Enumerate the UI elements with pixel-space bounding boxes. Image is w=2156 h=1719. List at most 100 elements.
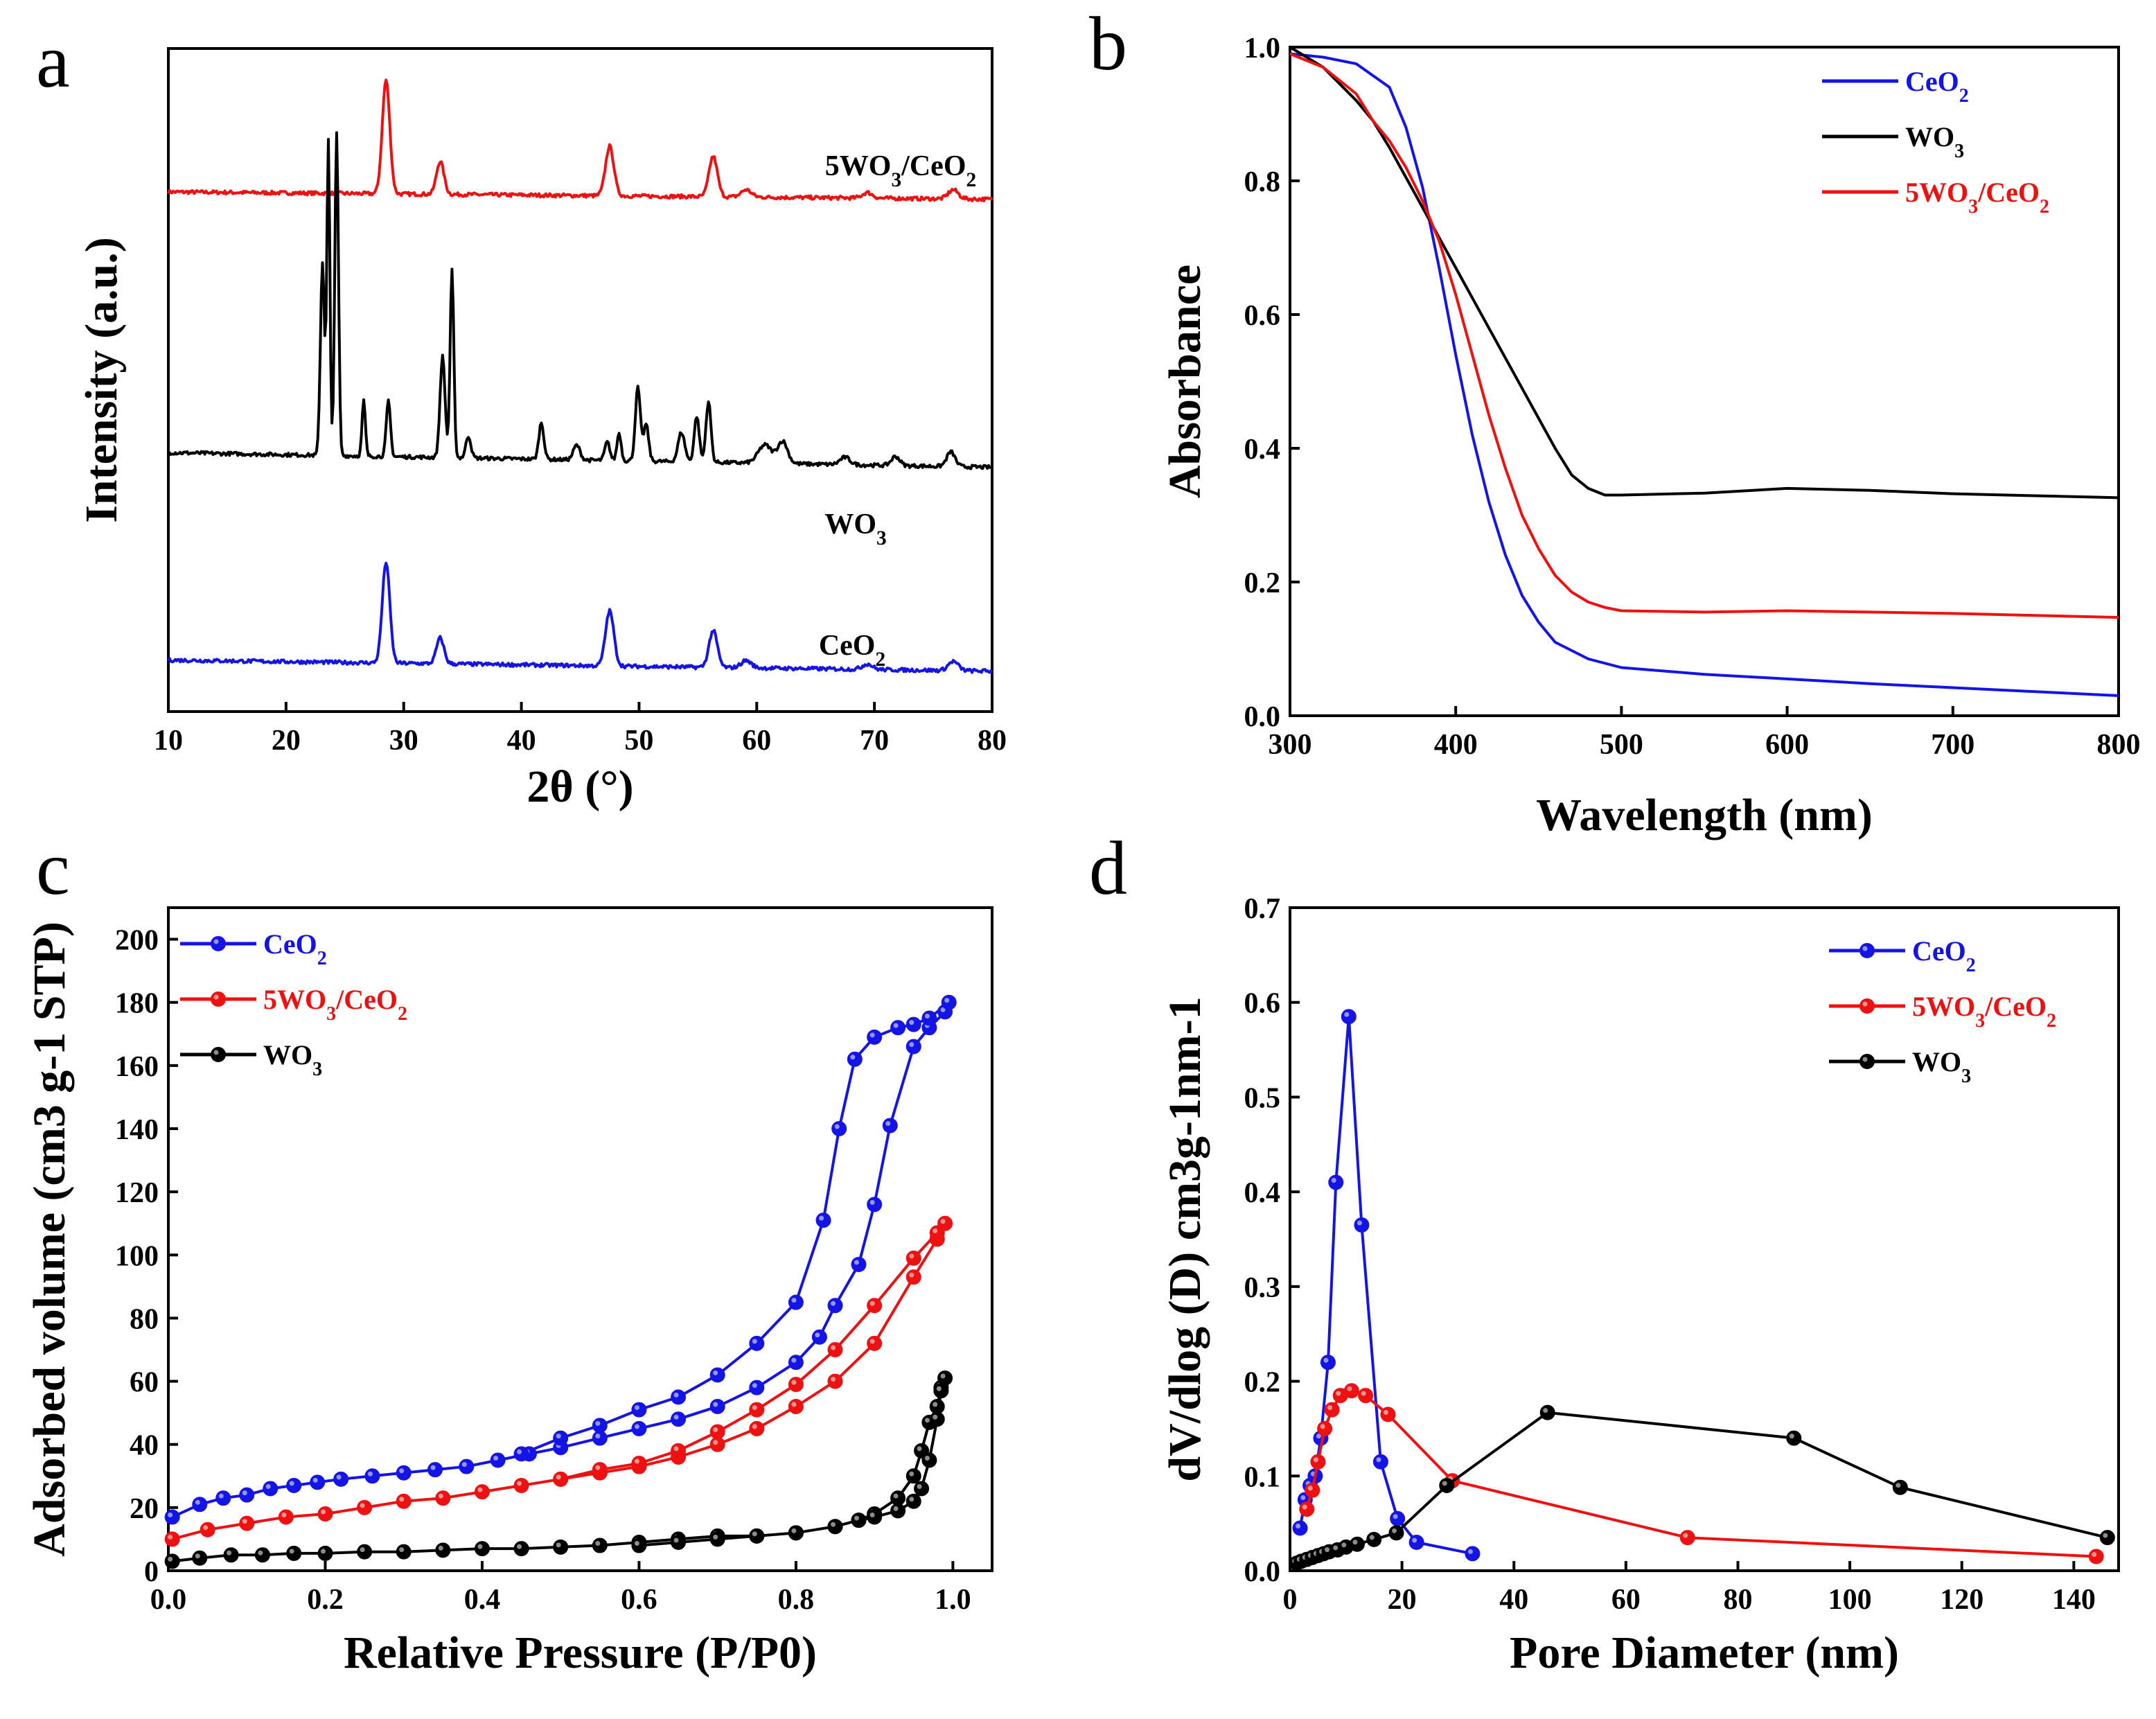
isotherm-1-point [474,1484,490,1500]
pore-1-point [1317,1420,1333,1436]
x-tick-label: 20 [272,725,301,757]
isotherm-0-point-highlight [673,1414,679,1420]
pore-1-point-highlight [1383,1409,1388,1415]
isotherm-0-point [513,1446,529,1462]
y-tick-label: 0.2 [1244,567,1281,599]
isotherm-0-point [333,1471,349,1487]
isotherm-2-point-highlight [936,1386,942,1391]
legend-marker-point [211,991,226,1007]
isotherm-0-point [941,994,957,1010]
pore-0-point [1372,1454,1388,1470]
isotherm-2-point [914,1481,930,1497]
isotherm-1-point [788,1377,804,1393]
pore-0-point [1354,1217,1370,1233]
xrd-line-1 [167,131,993,470]
isotherm-2-point-highlight [258,1550,263,1555]
isotherm-2-point-highlight [869,1513,875,1518]
pore-1-point [2088,1549,2104,1564]
isotherm-2-point-highlight [924,1456,930,1461]
isotherm-2-point [513,1541,529,1557]
y-tick-label: 180 [115,988,159,1020]
pore-1-point-highlight [1347,1386,1352,1391]
uvvis-line-1 [1289,46,2119,500]
panel-letter-a: a [36,19,70,103]
y-tick-label: 40 [130,1430,159,1462]
isotherm-0-point [905,1016,921,1032]
isotherm-0-point-highlight [752,1339,757,1344]
isotherm-0-point-highlight [885,1120,891,1126]
legend-label-part: /CeO [1977,177,2040,208]
isotherm-0-point [905,1039,921,1055]
isotherm-0-point [364,1468,380,1484]
isotherm-1-point [788,1399,804,1415]
legend-marker-point-highlight [213,1050,219,1055]
isotherm-2-point [631,1537,647,1553]
pore-1-point-highlight [1307,1486,1313,1491]
isotherm-1-point-highlight [634,1458,639,1464]
panel-d-pore-distribution: 0 20 40 60 80 100 120 140 0.0 0.1 0.2 0.3 0.4 0.5 0.6 0… [1160,893,2120,1678]
y-tick-label: 0.8 [1244,166,1281,198]
isotherm-1-point-highlight [940,1219,946,1224]
isotherm-1-point-highlight [477,1487,483,1492]
x-axis-title: Wavelength (nm) [1536,790,1873,840]
isotherm-2-point-highlight [289,1549,294,1554]
pore-0-point [1408,1534,1424,1550]
isotherm-0-point-highlight [168,1513,173,1518]
series-label: WO3 [824,509,886,549]
isotherm-2-point [890,1490,906,1506]
x-tick-label: 0.8 [778,1584,815,1616]
isotherm-1-point [513,1477,529,1493]
pore-2-point [1892,1479,1908,1495]
isotherm-1-point-highlight [556,1474,561,1480]
legend-label-part: CeO [1912,935,1966,967]
isotherm-1-point-highlight [242,1519,247,1524]
isotherm-1-point [749,1402,765,1418]
pore-1-point [1305,1482,1320,1498]
isotherm-0-point-highlight [854,1260,859,1265]
pore-0-point-highlight [1331,1177,1336,1183]
isotherm-1-point-highlight [673,1446,679,1452]
isotherm-2-point-highlight [517,1544,522,1549]
isotherm-0-point-highlight [634,1405,639,1411]
isotherm-0-point-highlight [218,1493,224,1499]
pore-2-point-highlight [1543,1408,1548,1413]
pore-2-point [1539,1404,1555,1420]
pore-1-point-highlight [1320,1424,1325,1429]
isotherm-1-point-highlight [713,1440,718,1445]
isotherm-1-point-highlight [713,1427,718,1432]
series-label-part: 2 [966,169,976,191]
isotherm-2-point-highlight [595,1541,601,1546]
y-tick-label: 0.7 [1244,893,1281,925]
x-axis-title: Relative Pressure (P/P0) [344,1628,817,1678]
isotherm-1-point-highlight [869,1339,875,1344]
isotherm-0-point-highlight [399,1468,405,1474]
isotherm-0-point [631,1402,647,1418]
isotherm-2-point-highlight [893,1493,899,1499]
isotherm-0-point-highlight [869,1199,875,1205]
series-label-part: 2 [875,649,885,671]
x-tick-label: 20 [1388,1584,1417,1616]
isotherm-1-point-highlight [831,1377,836,1382]
legend-marker-point-highlight [1862,946,1868,951]
isotherm-1-point-highlight [399,1497,405,1502]
isotherm-0-point-highlight [869,1032,875,1038]
series-label: 5WO3/CeO2 [825,150,976,191]
y-tick-label: 140 [115,1114,159,1146]
isotherm-1-point-highlight [869,1301,875,1306]
isotherm-1-point [867,1335,883,1351]
isotherm-0-point [592,1418,608,1434]
isotherm-0-point-highlight [791,1298,797,1303]
series-label-part: 5WO [825,150,892,182]
x-tick-label: 0.0 [150,1584,187,1616]
isotherm-1-point [278,1509,294,1525]
y-tick-label: 80 [130,1303,159,1335]
isotherm-0-point-highlight [595,1420,601,1426]
isotherm-2-point-highlight [909,1497,914,1502]
y-tick-label: 0.2 [1244,1367,1281,1399]
isotherm-2-point [396,1544,412,1560]
pore-1-point [1358,1388,1374,1404]
x-tick-label: 600 [1765,729,1809,761]
isotherm-2-point [937,1370,953,1386]
pore-2-point-highlight [1442,1481,1447,1486]
